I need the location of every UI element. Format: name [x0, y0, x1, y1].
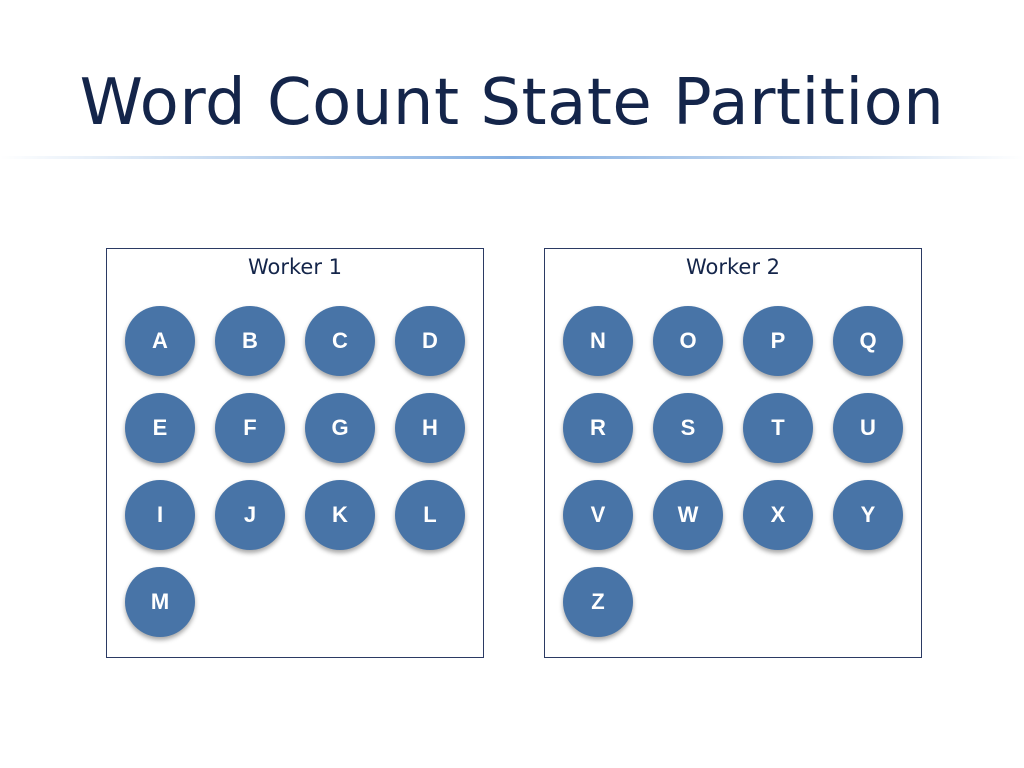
key-node-b: B — [215, 306, 285, 376]
title-divider — [0, 156, 1024, 159]
key-node-m: M — [125, 567, 195, 637]
worker-2-label: Worker 2 — [685, 255, 781, 279]
key-node-p: P — [743, 306, 813, 376]
slide-title: Word Count State Partition — [79, 66, 945, 140]
key-node-j: J — [215, 480, 285, 550]
worker-2-partition-box: Worker 2 N O P Q R S T U V W X Y Z — [544, 248, 922, 658]
key-node-o: O — [653, 306, 723, 376]
key-node-a: A — [125, 306, 195, 376]
key-node-z: Z — [563, 567, 633, 637]
key-node-i: I — [125, 480, 195, 550]
key-node-q: Q — [833, 306, 903, 376]
worker-1-partition-box: Worker 1 A B C D E F G H I J K L M — [106, 248, 484, 658]
worker-2-key-grid: N O P Q R S T U V W X Y Z — [563, 306, 903, 637]
key-node-r: R — [563, 393, 633, 463]
worker-1-label: Worker 1 — [247, 255, 343, 279]
worker-1-key-grid: A B C D E F G H I J K L M — [125, 306, 465, 637]
key-node-g: G — [305, 393, 375, 463]
key-node-l: L — [395, 480, 465, 550]
key-node-s: S — [653, 393, 723, 463]
key-node-y: Y — [833, 480, 903, 550]
key-node-d: D — [395, 306, 465, 376]
key-node-w: W — [653, 480, 723, 550]
key-node-n: N — [563, 306, 633, 376]
key-node-t: T — [743, 393, 813, 463]
key-node-f: F — [215, 393, 285, 463]
key-node-u: U — [833, 393, 903, 463]
key-node-h: H — [395, 393, 465, 463]
key-node-v: V — [563, 480, 633, 550]
key-node-x: X — [743, 480, 813, 550]
key-node-c: C — [305, 306, 375, 376]
key-node-e: E — [125, 393, 195, 463]
key-node-k: K — [305, 480, 375, 550]
